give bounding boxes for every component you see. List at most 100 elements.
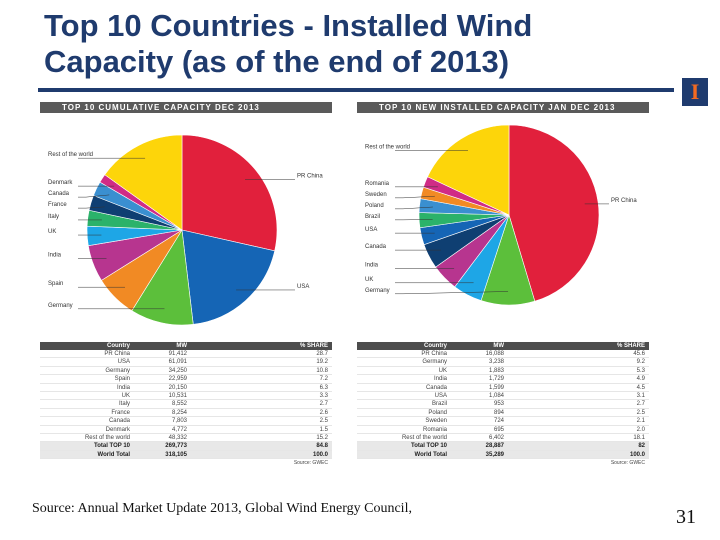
table-cell-country: World Total bbox=[97, 451, 130, 458]
table-cell-country: Canada bbox=[425, 384, 447, 391]
table-row: Total TOP 10 269,773 84.8 bbox=[40, 442, 332, 451]
slice-label-rest-of-the-world: Rest of the world bbox=[365, 144, 410, 150]
chart-title: TOP 10 NEW INSTALLED CAPACITY JAN DEC 20… bbox=[357, 102, 649, 113]
table-cell-country: Brazil bbox=[431, 401, 447, 408]
table-cell-country: Rest of the world bbox=[401, 434, 447, 441]
table-cell-mw: 4,772 bbox=[171, 426, 187, 433]
slice-label-india: India bbox=[48, 253, 62, 259]
table-row: Sweden 724 2.1 bbox=[357, 417, 649, 426]
slice-label-spain: Spain bbox=[48, 281, 63, 287]
leader-line-canada bbox=[78, 194, 110, 198]
table-cell-share: 7.2 bbox=[319, 376, 328, 383]
slice-label-france: France bbox=[48, 202, 67, 208]
table-cell-mw: 1,084 bbox=[488, 392, 504, 399]
table-cell-country: Romania bbox=[422, 426, 447, 433]
column-header: Country bbox=[107, 343, 130, 349]
slice-label-romania: Romania bbox=[365, 181, 390, 187]
table-cell-mw: 10,531 bbox=[168, 392, 187, 399]
leader-line-poland bbox=[395, 206, 433, 210]
table-cell-share: 28.7 bbox=[316, 351, 328, 357]
table-cell-share: 4.5 bbox=[636, 384, 645, 391]
table-cell-mw: 8,552 bbox=[171, 401, 187, 408]
table-cell-share: 15.2 bbox=[316, 434, 328, 441]
table-cell-mw: 28,887 bbox=[485, 443, 504, 450]
table-row: Spain 22,959 7.2 bbox=[40, 375, 332, 384]
table-row: Canada 1,599 4.5 bbox=[357, 384, 649, 392]
table-cell-mw: 61,091 bbox=[168, 359, 187, 366]
table-row: Romania 695 2.0 bbox=[357, 426, 649, 434]
slice-label-germany: Germany bbox=[365, 288, 390, 294]
table-cell-mw: 894 bbox=[493, 409, 504, 416]
slice-label-rest-of-the-world: Rest of the world bbox=[48, 152, 93, 158]
table-cell-share: 2.6 bbox=[319, 409, 328, 416]
table-row: Germany 34,250 10.8 bbox=[40, 367, 332, 376]
table-row: PR China 16,088 45.6 bbox=[357, 350, 649, 359]
table-cell-mw: 34,250 bbox=[168, 367, 187, 374]
table-cell-country: PR China bbox=[421, 351, 447, 357]
table-header-row: Country MW % SHARE bbox=[357, 342, 649, 350]
table-cell-share: 3.1 bbox=[636, 392, 645, 399]
table-cell-mw: 1,599 bbox=[488, 384, 504, 391]
table-row: India 20,150 6.3 bbox=[40, 384, 332, 392]
table-row: PR China 91,412 28.7 bbox=[40, 350, 332, 359]
table-cell-country: Germany bbox=[422, 359, 447, 366]
table-cell-country: Poland bbox=[428, 409, 447, 416]
table-source-note: Source: GWEC bbox=[357, 459, 649, 466]
source-note-text: Source: GWEC bbox=[293, 460, 328, 467]
table-cell-share: 84.8 bbox=[316, 443, 328, 450]
table-cell-mw: 22,959 bbox=[168, 376, 187, 383]
table-cell-country: Germany bbox=[105, 367, 130, 374]
table-cell-mw: 16,088 bbox=[485, 351, 504, 357]
slice-label-sweden: Sweden bbox=[365, 192, 387, 198]
pie-chart-area: Rest of the world Romania Sweden Poland Braz… bbox=[357, 115, 649, 342]
table-cell-country: Italy bbox=[118, 401, 130, 408]
table-row: World Total 318,105 100.0 bbox=[40, 450, 332, 460]
table-row: Total TOP 10 28,887 82 bbox=[357, 442, 649, 451]
slice-label-italy: Italy bbox=[48, 214, 59, 220]
table-cell-share: 18.1 bbox=[633, 434, 645, 441]
table-row: UK 10,531 3.3 bbox=[40, 392, 332, 401]
table-cell-share: 19.2 bbox=[316, 359, 328, 366]
new-capacity-panel: TOP 10 NEW INSTALLED CAPACITY JAN DEC 20… bbox=[357, 102, 649, 494]
table-cell-country: USA bbox=[117, 359, 130, 366]
table-cell-share: 2.1 bbox=[636, 418, 645, 425]
table-cell-share: 45.6 bbox=[633, 351, 645, 357]
table-row: Brazil 953 2.7 bbox=[357, 400, 649, 409]
page-number: 31 bbox=[676, 506, 696, 528]
column-header: Country bbox=[424, 343, 447, 349]
table-row: Canada 7,803 2.5 bbox=[40, 417, 332, 426]
table-cell-country: Total TOP 10 bbox=[410, 443, 447, 450]
table-cell-country: World Total bbox=[414, 451, 447, 458]
title-divider bbox=[38, 88, 674, 92]
table-cell-mw: 20,150 bbox=[168, 384, 187, 391]
slide-title: Top 10 Countries - Installed Wind Capaci… bbox=[44, 8, 533, 79]
slice-label-usa: USA bbox=[297, 284, 309, 290]
table-cell-country: India bbox=[433, 376, 447, 383]
table-cell-share: 2.7 bbox=[636, 401, 645, 408]
slice-label-poland: Poland bbox=[365, 203, 384, 209]
table-source-note: Source: GWEC bbox=[40, 459, 332, 466]
pie-slice-pr-china bbox=[181, 134, 278, 252]
table-row: Rest of the world 48,332 15.2 bbox=[40, 434, 332, 443]
table-cell-mw: 7,803 bbox=[171, 418, 187, 425]
table-cell-mw: 695 bbox=[493, 426, 504, 433]
table-cell-country: UK bbox=[121, 392, 130, 399]
table-row: Poland 894 2.5 bbox=[357, 409, 649, 418]
table-cell-mw: 91,412 bbox=[168, 351, 187, 357]
table-cell-share: 1.5 bbox=[319, 426, 328, 433]
table-cell-share: 2.5 bbox=[636, 409, 645, 416]
column-header: MW bbox=[176, 343, 187, 349]
table-cell-share: 5.3 bbox=[636, 367, 645, 374]
table-cell-mw: 6,402 bbox=[488, 434, 504, 441]
slice-label-brazil: Brazil bbox=[365, 214, 380, 220]
slice-label-usa: USA bbox=[365, 227, 377, 233]
table-cell-mw: 724 bbox=[493, 418, 504, 425]
table-cell-country: Denmark bbox=[105, 426, 130, 433]
slice-label-pr-china: PR China bbox=[611, 198, 637, 204]
table-row: France 8,254 2.6 bbox=[40, 409, 332, 418]
table-row: UK 1,883 5.3 bbox=[357, 367, 649, 376]
table-cell-share: 2.5 bbox=[319, 418, 328, 425]
table-row: USA 1,084 3.1 bbox=[357, 392, 649, 401]
table-cell-mw: 269,773 bbox=[165, 443, 187, 450]
table-cell-share: 6.3 bbox=[319, 384, 328, 391]
